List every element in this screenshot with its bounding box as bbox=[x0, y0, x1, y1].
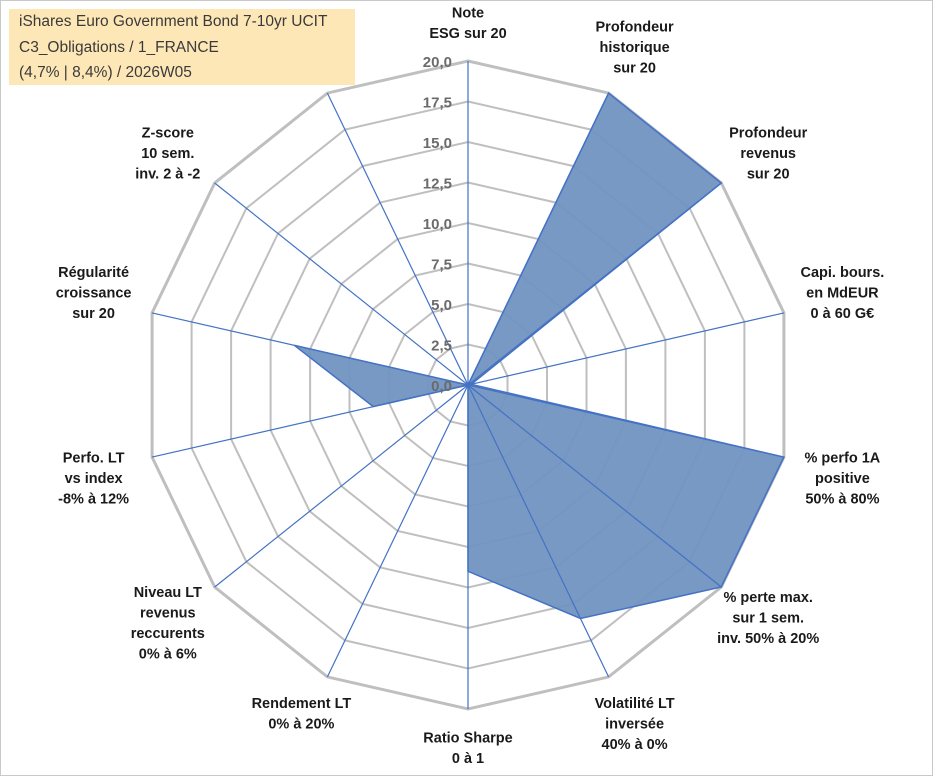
radar-series-area bbox=[293, 91, 785, 620]
axis-label: Volatilité LT bbox=[595, 696, 675, 712]
axis-label: 50% à 80% bbox=[805, 492, 879, 508]
tick-label: 0,0 bbox=[431, 378, 452, 395]
axis-label: inversée bbox=[605, 717, 664, 733]
axis-spoke bbox=[326, 384, 469, 678]
tick-label: 12,5 bbox=[423, 176, 452, 193]
title-line-1: iShares Euro Government Bond 7-10yr UCIT bbox=[19, 13, 328, 30]
axis-label: revenus bbox=[740, 146, 796, 162]
axis-spoke bbox=[326, 92, 469, 386]
axis-label: croissance bbox=[56, 285, 132, 301]
axis-spoke bbox=[151, 312, 469, 386]
axis-label: 10 sem. bbox=[141, 146, 194, 162]
axis-spoke bbox=[467, 384, 610, 678]
axis-label: 0% à 6% bbox=[139, 647, 197, 663]
axis-label: Niveau LT bbox=[134, 585, 202, 601]
axis-label: Régularité bbox=[58, 265, 129, 281]
axis-label: 0 à 60 G€ bbox=[811, 306, 875, 322]
axis-spoke bbox=[467, 384, 785, 458]
axis-spoke bbox=[214, 384, 469, 588]
axis-label: Capi. bours. bbox=[801, 265, 885, 281]
tick-label: 5,0 bbox=[431, 297, 452, 314]
series-area bbox=[293, 91, 785, 620]
axis-label: Profondeur bbox=[729, 125, 807, 141]
radar-spokes bbox=[151, 61, 785, 709]
axis-spoke bbox=[214, 182, 469, 386]
axis-label: Note bbox=[452, 6, 484, 22]
tick-label: 15,0 bbox=[423, 135, 452, 152]
axis-spoke bbox=[467, 92, 610, 386]
axis-spoke bbox=[467, 384, 722, 588]
tick-label: 10,0 bbox=[423, 216, 452, 233]
axis-label: Profondeur bbox=[596, 20, 674, 36]
axis-label: vs index bbox=[65, 471, 123, 487]
axis-label: ESG sur 20 bbox=[429, 26, 506, 42]
axis-label: historique bbox=[600, 40, 670, 56]
axis-label: 0 à 1 bbox=[452, 751, 484, 767]
axis-label: Rendement LT bbox=[252, 696, 352, 712]
tick-label: 7,5 bbox=[431, 257, 452, 274]
axis-label: Perfo. LT bbox=[63, 451, 125, 467]
axis-label: sur 20 bbox=[72, 306, 115, 322]
axis-label: 0% à 20% bbox=[268, 717, 334, 733]
axis-label: Ratio Sharpe bbox=[423, 731, 512, 747]
axis-label: sur 20 bbox=[747, 166, 790, 182]
radar-axis-labels: Note ESG sur 20 Profondeur historique sur 20… bbox=[56, 6, 885, 768]
axis-label: % perte max. bbox=[723, 590, 812, 606]
tick-label: 17,5 bbox=[423, 95, 452, 112]
axis-label: inv. 2 à -2 bbox=[135, 166, 200, 182]
axis-label: reccurents bbox=[131, 626, 205, 642]
radar-tick-labels: 0,0 2,5 5,0 7,5 10,0 12,5 15,0 17,5 20,0 bbox=[423, 54, 452, 395]
title-line-2: C3_Obligations / 1_FRANCE bbox=[19, 39, 219, 56]
title-line-3: (4,7% | 8,4%) / 2026W05 bbox=[19, 64, 192, 81]
axis-label: -8% à 12% bbox=[58, 492, 129, 508]
axis-spoke bbox=[467, 182, 722, 386]
axis-label: sur 1 sem. bbox=[732, 611, 804, 627]
tick-label: 20,0 bbox=[423, 54, 452, 71]
tick-label: 2,5 bbox=[431, 338, 452, 355]
title-box: iShares Euro Government Bond 7-10yr UCIT… bbox=[9, 9, 355, 85]
axis-label: revenus bbox=[140, 606, 196, 622]
axis-label: en MdEUR bbox=[806, 285, 879, 301]
axis-label: % perfo 1A bbox=[805, 451, 881, 467]
axis-label: Z-score bbox=[142, 125, 194, 141]
axis-label: inv. 50% à 20% bbox=[717, 631, 819, 647]
axis-spoke bbox=[467, 312, 785, 386]
axis-label: sur 20 bbox=[613, 61, 656, 77]
axis-label: positive bbox=[815, 471, 870, 487]
axis-label: 40% à 0% bbox=[602, 737, 668, 753]
axis-spoke bbox=[151, 384, 469, 458]
